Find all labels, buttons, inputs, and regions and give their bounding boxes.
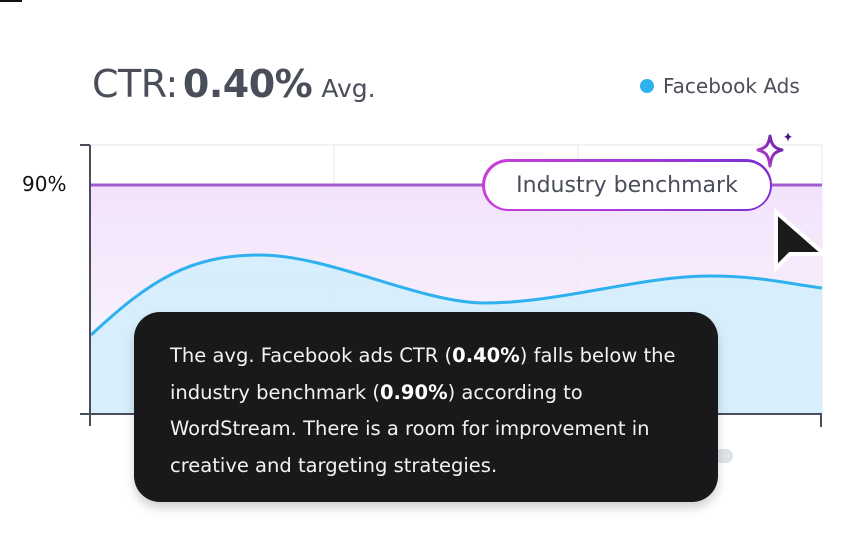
benchmark-label: Industry benchmark (484, 161, 770, 209)
tooltip-text-1: The avg. Facebook ads CTR ( (170, 344, 453, 367)
metric-suffix: Avg. (321, 74, 376, 103)
benchmark-annotation[interactable]: Industry benchmark (482, 159, 772, 211)
insight-tooltip: The avg. Facebook ads CTR (0.40%) falls … (134, 312, 718, 502)
metric-value: 0.40% (182, 62, 313, 106)
metric-label: CTR: (92, 62, 178, 106)
legend: Facebook Ads (640, 74, 800, 98)
legend-dot-icon (640, 79, 654, 93)
legend-label: Facebook Ads (663, 74, 800, 98)
corner-mark (0, 0, 22, 2)
tooltip-value-ctr: 0.40% (452, 344, 520, 367)
y-tick-label: 90% (22, 172, 67, 196)
tooltip-value-benchmark: 0.90% (379, 380, 448, 404)
sparkle-icon (756, 132, 792, 168)
tooltip-text-2: ) falls below the industry benchmark ( (170, 344, 676, 404)
chart-title: CTR: 0.40% Avg. (92, 62, 376, 106)
tooltip-text-3: ) according to WordStream. There is a ro… (170, 380, 650, 477)
series-line (89, 253, 823, 337)
mouse-pointer-icon (774, 208, 830, 273)
